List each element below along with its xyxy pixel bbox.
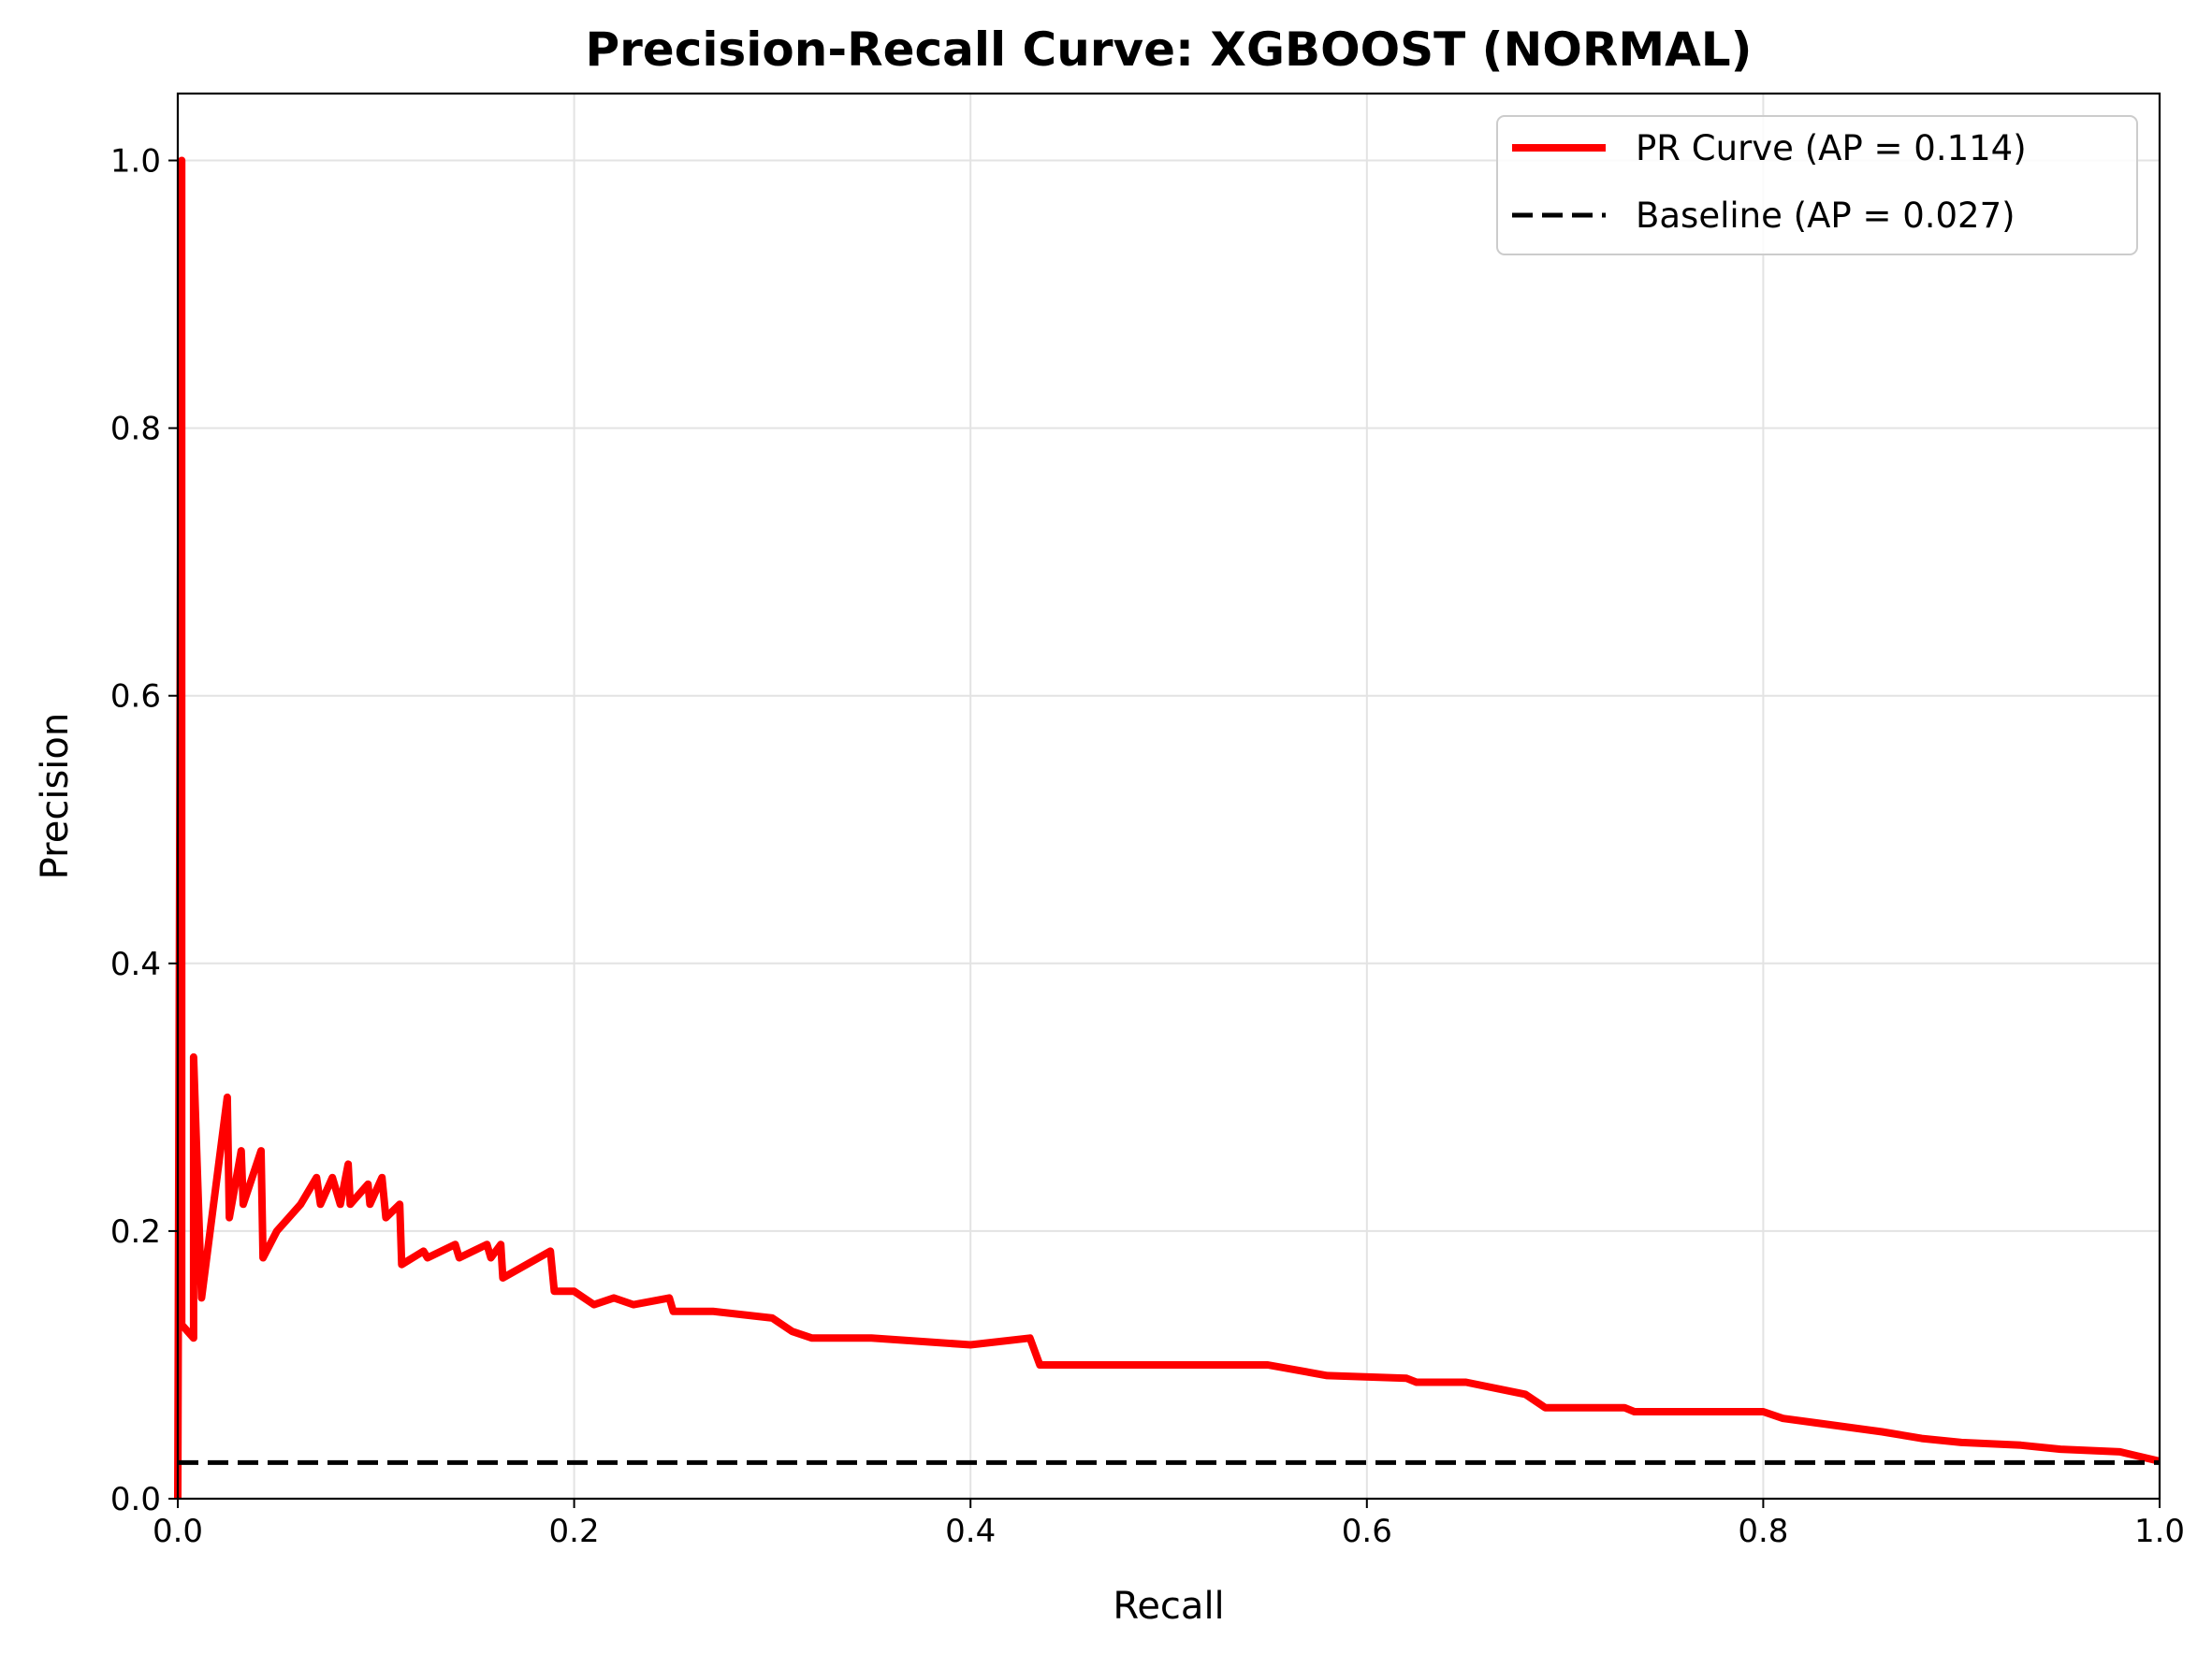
legend-label-baseline: Baseline (AP = 0.027) — [1636, 196, 2016, 236]
y-tick-label: 1.0 — [110, 143, 161, 181]
x-tick-label: 0.6 — [1342, 1513, 1392, 1550]
x-tick-label: 0.4 — [945, 1513, 996, 1550]
axis-ticks: 0.0 0.2 0.4 0.6 0.8 1.0 0.0 0.2 0.4 0.6 0.8 1.0 — [110, 143, 2185, 1550]
x-tick-label: 1.0 — [2134, 1513, 2185, 1550]
legend-label-pr-curve: PR Curve (AP = 0.114) — [1636, 128, 2027, 168]
y-tick-label: 0.4 — [110, 946, 161, 983]
legend: PR Curve (AP = 0.114) Baseline (AP = 0.0… — [1496, 115, 2138, 255]
chart-title: Precision-Recall Curve: XGBOOST (NORMAL) — [585, 22, 1752, 77]
pr-curve-line — [174, 156, 2161, 1500]
x-tick-label: 0.8 — [1738, 1513, 1788, 1550]
plot-area-frame — [176, 92, 2161, 1501]
series-layer — [174, 156, 2161, 1500]
y-tick-label: 0.8 — [110, 411, 161, 448]
x-tick-label: 0.2 — [549, 1513, 600, 1550]
grid-lines — [177, 94, 2161, 1500]
y-tick-label: 0.6 — [110, 678, 161, 716]
x-tick-label: 0.0 — [153, 1513, 203, 1550]
x-axis-label: Recall — [1113, 1585, 1224, 1628]
y-axis-label: Precision — [34, 713, 77, 879]
y-tick-label: 0.2 — [110, 1213, 161, 1251]
y-tick-label: 0.0 — [110, 1481, 161, 1518]
legend-box — [1496, 115, 2138, 255]
